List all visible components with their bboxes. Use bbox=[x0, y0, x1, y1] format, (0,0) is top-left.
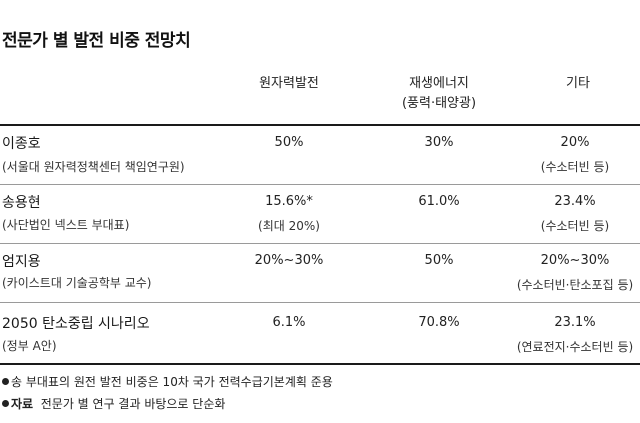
cell-renewable: 70.8% bbox=[418, 315, 460, 330]
cell-other-sub: (연료전지·수소터빈 등) bbox=[516, 340, 634, 354]
cell-other: 23.4% bbox=[554, 194, 596, 209]
cell-nuclear: 6.1% bbox=[272, 315, 306, 330]
source-label: 자료 bbox=[11, 397, 34, 411]
cell-nuclear: 20%~30% bbox=[254, 253, 324, 268]
source-text: 전문가 별 연구 결과 바탕으로 단순화 bbox=[40, 397, 226, 411]
cell-renewable: 30% bbox=[424, 135, 454, 150]
row-affiliation: (카이스트대 기술공학부 교수) bbox=[2, 276, 152, 290]
column-header-other-label: 기타 bbox=[566, 76, 590, 91]
cell-nuclear: 15.6%* bbox=[265, 194, 313, 209]
bullet-icon bbox=[2, 378, 9, 385]
cell-renewable: 50% bbox=[424, 253, 454, 268]
cell-nuclear: 50% bbox=[274, 135, 304, 150]
column-header-other: 기타 bbox=[520, 74, 636, 94]
footnote: 송 부대표의 원전 발전 비중은 10차 국가 전력수급기본계획 준용 bbox=[2, 373, 333, 390]
cell-other: 20%~30% bbox=[540, 253, 610, 268]
table-title: 전문가 별 발전 비중 전망치 bbox=[2, 31, 191, 51]
cell-other: 23.1% bbox=[554, 315, 596, 330]
footnote-text: 송 부대표의 원전 발전 비중은 10차 국가 전력수급기본계획 준용 bbox=[11, 375, 333, 389]
row-name: 엄지용 bbox=[2, 254, 41, 270]
row-divider bbox=[0, 243, 640, 244]
row-divider bbox=[0, 302, 640, 303]
cell-other-sub: (수소터빈 등) bbox=[540, 219, 610, 233]
row-affiliation: (정부 A안) bbox=[2, 339, 57, 353]
source-note: 자료 전문가 별 연구 결과 바탕으로 단순화 bbox=[2, 395, 225, 412]
column-header-renewable-sub: (풍력·태양광) bbox=[401, 96, 477, 111]
cell-other-sub: (수소터빈·탄소포집 등) bbox=[516, 278, 634, 292]
cell-other: 20% bbox=[560, 135, 590, 150]
table-bottom-rule bbox=[0, 363, 640, 365]
column-header-nuclear: 원자력발전 bbox=[222, 74, 356, 94]
row-name: 2050 탄소중립 시나리오 bbox=[2, 316, 150, 332]
cell-renewable: 61.0% bbox=[418, 194, 460, 209]
column-header-nuclear-label: 원자력발전 bbox=[259, 76, 319, 91]
cell-other-sub: (수소터빈 등) bbox=[540, 160, 610, 174]
cell-nuclear-sub: (최대 20%) bbox=[258, 219, 320, 233]
row-name: 이종호 bbox=[2, 136, 41, 152]
header-divider bbox=[0, 124, 640, 126]
row-affiliation: (서울대 원자력정책센터 책임연구원) bbox=[2, 160, 185, 174]
row-name: 송용현 bbox=[2, 195, 41, 211]
row-divider bbox=[0, 184, 640, 185]
bullet-icon bbox=[2, 400, 9, 407]
column-header-renewable: 재생에너지 (풍력·태양광) bbox=[372, 74, 506, 114]
row-affiliation: (사단법인 넥스트 부대표) bbox=[2, 218, 130, 232]
column-header-renewable-label: 재생에너지 bbox=[409, 76, 469, 91]
